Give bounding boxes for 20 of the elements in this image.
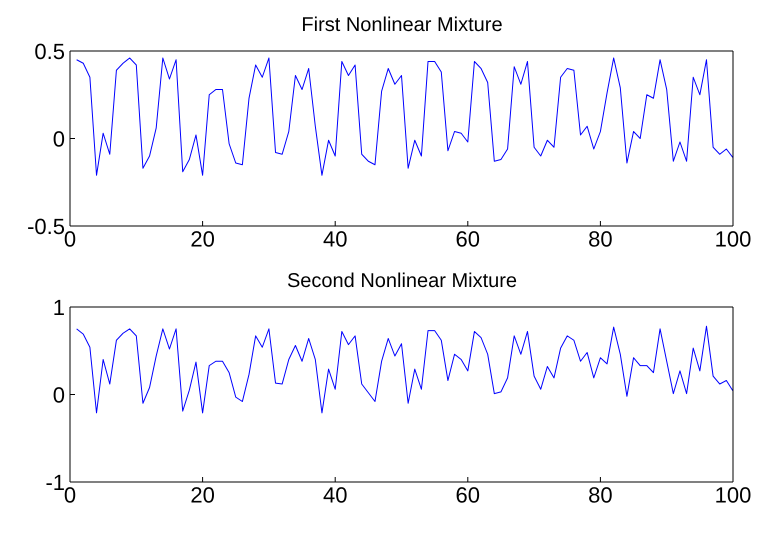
y-tick-label: 0 <box>52 382 65 408</box>
x-tick-label: 20 <box>190 226 215 252</box>
y-tick-label: -1 <box>45 470 65 495</box>
y-tick-label: 0 <box>52 126 65 152</box>
line-series <box>76 326 733 414</box>
x-tick-label: 40 <box>322 482 348 508</box>
x-tick-label: 80 <box>588 482 613 508</box>
y-tick-label: 0.5 <box>34 38 65 64</box>
line-series <box>76 58 733 176</box>
x-tick-label: 100 <box>714 482 752 508</box>
x-tick-label: 60 <box>456 226 480 252</box>
chart-title: First Nonlinear Mixture <box>300 14 504 38</box>
x-tick-label: 80 <box>588 226 613 252</box>
y-tick-label: 1 <box>52 294 65 320</box>
y-tick-label: -0.5 <box>27 214 65 239</box>
x-tick-label: 100 <box>714 226 752 252</box>
chart-title: Second Nonlinear Mixture <box>286 270 518 294</box>
x-tick-label: 20 <box>190 482 215 508</box>
x-tick-label: 60 <box>456 482 480 508</box>
x-tick-label: 40 <box>322 226 348 252</box>
